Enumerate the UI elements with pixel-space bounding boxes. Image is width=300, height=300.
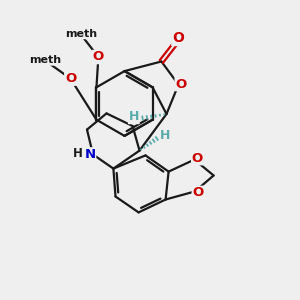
Text: O: O <box>172 32 184 45</box>
Text: O: O <box>65 72 76 85</box>
Text: meth: meth <box>65 28 97 39</box>
Text: N: N <box>84 148 96 161</box>
Text: H: H <box>129 110 139 124</box>
Text: O: O <box>192 152 203 165</box>
Text: O: O <box>175 77 187 91</box>
Text: meth: meth <box>29 55 62 65</box>
Text: O: O <box>192 186 204 200</box>
Text: O: O <box>93 50 104 64</box>
Text: H: H <box>160 129 170 142</box>
Text: H: H <box>73 147 82 161</box>
